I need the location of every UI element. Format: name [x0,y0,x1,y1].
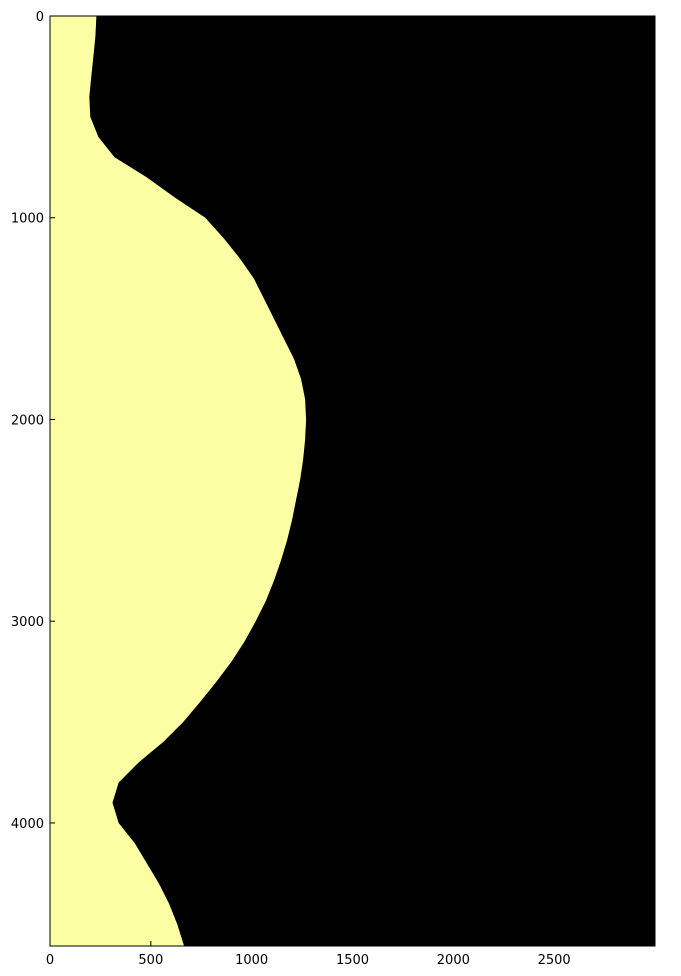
x-tick-label: 2000 [437,953,470,968]
y-tick-label: 0 [36,10,44,25]
plot-frame [49,15,656,947]
y-tick-label: 2000 [11,413,44,428]
x-tick-label: 1000 [235,953,268,968]
y-tick-label: 3000 [11,615,44,630]
y-axis: 0 1000 2000 3000 4000 [11,10,655,832]
x-axis: 0 500 1000 1500 2000 2500 [46,16,571,968]
y-tick-label: 4000 [11,817,44,832]
region-area [50,16,307,946]
x-tick-label: 1500 [336,953,369,968]
x-tick-label: 0 [46,953,54,968]
x-tick-label: 500 [138,953,163,968]
y-tick-label: 1000 [11,212,44,227]
x-tick-label: 2500 [538,953,571,968]
